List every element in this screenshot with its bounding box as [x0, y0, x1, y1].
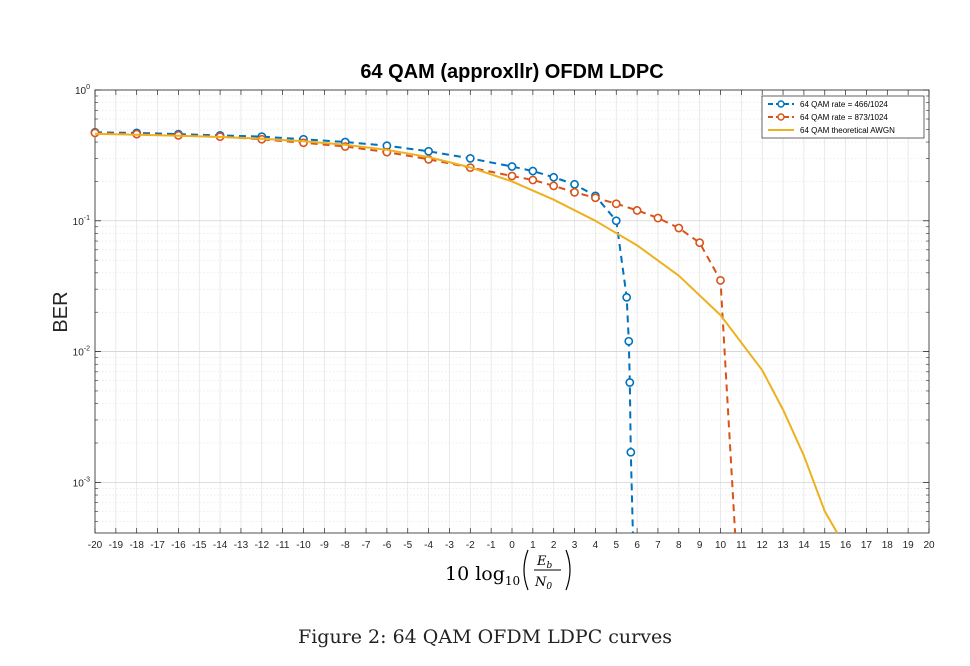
- major-grid: [94, 89, 930, 533]
- paren-left: [523, 549, 529, 591]
- x-tick-label: -11: [276, 540, 290, 551]
- data-point: [626, 447, 636, 457]
- paren-right: [565, 549, 571, 591]
- series-line-3: [94, 132, 839, 534]
- data-point: [507, 171, 517, 181]
- data-point: [528, 166, 538, 176]
- figure-caption: Figure 2: 64 QAM OFDM LDPC curves: [298, 626, 672, 648]
- x-tick-label: -12: [255, 540, 270, 551]
- y-tick-label: 10-3: [73, 476, 90, 489]
- x-tick-label: 13: [777, 540, 789, 551]
- data-point: [625, 378, 635, 387]
- data-point: [624, 336, 634, 346]
- x-tick-label: 2: [551, 540, 557, 551]
- x-tick-label: -9: [320, 540, 329, 551]
- x-tick-label: 16: [840, 540, 852, 551]
- data-point: [591, 193, 600, 203]
- x-tick-label: 15: [819, 540, 831, 551]
- x-tick-labels: -20 -19 -18 -17 -16 -15 -14 -13 -12 -11 -10 -9 -8 -7-…: [88, 540, 935, 551]
- x-tick-label: -16: [171, 540, 186, 551]
- y-tick-label: 10-2: [73, 346, 90, 359]
- data-point: [570, 179, 579, 189]
- x-tick-label: 19: [903, 540, 915, 551]
- svg-text:Eb: Eb: [536, 554, 553, 571]
- x-axis-label-prefix: 10 log: [445, 563, 505, 585]
- data-point: [90, 128, 100, 138]
- data-point: [507, 162, 517, 171]
- x-tick-label: -13: [234, 540, 249, 551]
- legend-label: 64 QAM rate = 466/1024: [800, 100, 888, 109]
- x-tick-label: 11: [736, 540, 747, 551]
- data-point: [549, 172, 559, 182]
- data-point: [611, 216, 621, 226]
- x-axis-label: 10 log10 Eb N0: [445, 549, 571, 592]
- x-axis-label-num: E: [536, 554, 547, 569]
- x-tick-label: -1: [487, 540, 496, 551]
- x-tick-label: -17: [150, 540, 165, 551]
- x-tick-label: -7: [362, 540, 371, 551]
- x-tick-label: 10: [715, 540, 727, 551]
- legend-label: 64 QAM theoretical AWGN: [800, 126, 895, 135]
- series-layer: [90, 127, 839, 534]
- data-point: [622, 292, 632, 302]
- data-point: [465, 153, 475, 163]
- x-axis-label-num-sub: b: [547, 561, 553, 571]
- x-tick-label: -10: [296, 540, 311, 551]
- svg-text:10 log10: 10 log10: [445, 563, 520, 588]
- x-tick-label: -3: [445, 540, 454, 551]
- data-point: [611, 199, 621, 209]
- x-axis-label-sub: 10: [505, 574, 520, 588]
- x-tick-label: 3: [572, 540, 578, 551]
- x-tick-label: 7: [655, 540, 661, 551]
- x-tick-label: 4: [593, 540, 599, 551]
- data-point: [549, 181, 559, 191]
- data-point: [716, 276, 725, 285]
- x-tick-label: -8: [341, 540, 350, 551]
- data-point: [424, 146, 433, 156]
- x-tick-label: 18: [882, 540, 894, 551]
- x-tick-label: 14: [798, 540, 810, 551]
- y-axis-label: BER: [50, 291, 72, 332]
- legend-marker: [777, 113, 785, 121]
- x-tick-label: -4: [424, 540, 433, 551]
- x-tick-label: -18: [129, 540, 144, 551]
- data-point: [695, 238, 705, 248]
- x-tick-label: -5: [403, 540, 412, 551]
- x-tick-label: 6: [634, 540, 640, 551]
- tick-marks: [94, 89, 930, 533]
- x-tick-label: -20: [88, 540, 103, 551]
- x-tick-label: 9: [697, 540, 703, 551]
- x-tick-label: 17: [861, 540, 873, 551]
- y-tick-label: 100: [75, 84, 90, 97]
- data-point: [674, 223, 684, 233]
- data-point: [570, 187, 579, 197]
- x-tick-label: -6: [382, 540, 391, 551]
- y-tick-label: 10-1: [73, 215, 90, 228]
- x-tick-label: 5: [613, 540, 619, 551]
- chart-title: 64 QAM (approxllr) OFDM LDPC: [360, 61, 663, 83]
- svg-text:N0: N0: [534, 575, 552, 592]
- x-axis-label-den-sub: 0: [546, 582, 552, 592]
- x-tick-label: 0: [509, 540, 515, 551]
- data-point: [653, 213, 663, 223]
- legend-label: 64 QAM rate = 873/1024: [800, 113, 888, 122]
- x-tick-label: -2: [466, 540, 475, 551]
- x-tick-label: 1: [530, 540, 536, 551]
- data-point: [528, 175, 538, 185]
- legend: 64 QAM rate = 466/1024 64 QAM rate = 873/…: [761, 95, 925, 139]
- x-tick-label: 12: [757, 540, 769, 551]
- legend-marker: [777, 100, 785, 108]
- y-tick-labels: 100 10-1 10-2 10-3: [73, 84, 90, 489]
- x-tick-label: -19: [109, 540, 124, 551]
- x-tick-label: -15: [192, 540, 207, 551]
- x-tick-label: -14: [213, 540, 228, 551]
- x-tick-label: 20: [923, 540, 935, 551]
- data-point: [632, 206, 642, 215]
- x-tick-label: 8: [676, 540, 682, 551]
- x-axis-label-den: N: [534, 575, 547, 590]
